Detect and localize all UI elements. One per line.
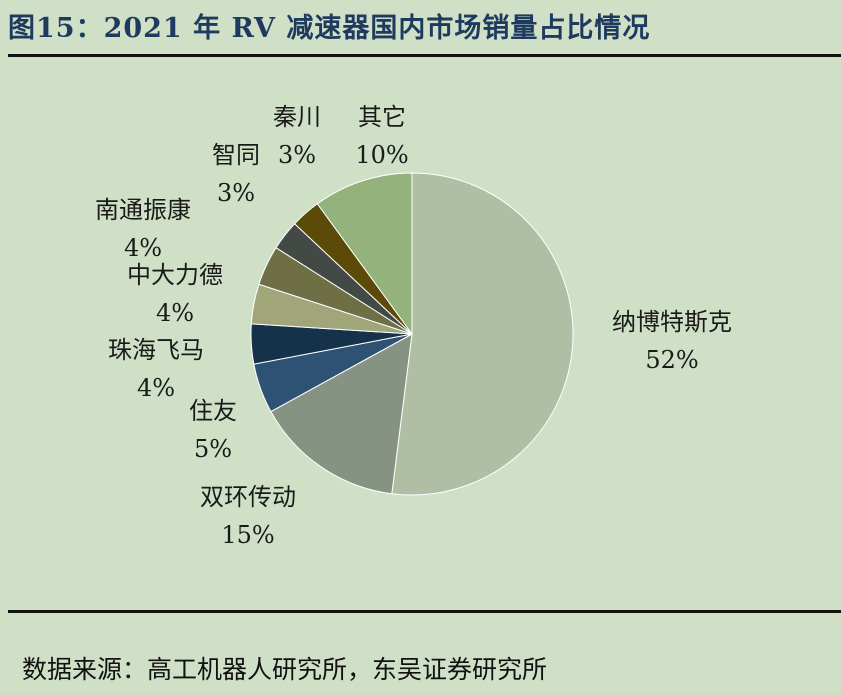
pie-slice (391, 172, 574, 496)
slice-label: 纳博特斯克 (612, 308, 732, 336)
source-note: 数据来源：高工机器人研究所，东吴证券研究所 (22, 655, 548, 684)
slice-value-label: 4% (137, 374, 175, 402)
pie-chart: 纳博特斯克52%双环传动15%住友5%珠海飞马4%中大力德4%南通振康4%智同3… (95, 103, 732, 549)
slice-label: 珠海飞马 (108, 336, 204, 364)
slice-label: 其它 (358, 103, 406, 131)
pie-labels: 纳博特斯克52%双环传动15%住友5%珠海飞马4%中大力德4%南通振康4%智同3… (95, 103, 732, 549)
slice-label: 秦川 (273, 103, 321, 131)
slice-value-label: 4% (156, 299, 194, 327)
slice-label: 中大力德 (127, 261, 223, 289)
pie-slice (270, 333, 413, 495)
slice-label: 南通振康 (95, 196, 191, 224)
slice-value-label: 3% (278, 141, 316, 169)
slice-label: 双环传动 (200, 483, 296, 511)
slice-value-label: 4% (124, 234, 162, 262)
bottom-divider (8, 610, 841, 613)
slice-label: 住友 (189, 397, 237, 425)
chart-title: 图15：2021 年 RV 减速器国内市场销量占比情况 (8, 13, 651, 44)
pie-slice (316, 172, 413, 336)
slice-value-label: 10% (355, 141, 408, 169)
slice-value-label: 3% (217, 179, 255, 207)
top-divider (8, 54, 841, 57)
slice-label: 智同 (212, 141, 260, 169)
slice-value-label: 5% (194, 435, 232, 463)
slice-value-label: 52% (645, 346, 698, 374)
pie-slices (250, 172, 574, 496)
slice-value-label: 15% (221, 521, 274, 549)
